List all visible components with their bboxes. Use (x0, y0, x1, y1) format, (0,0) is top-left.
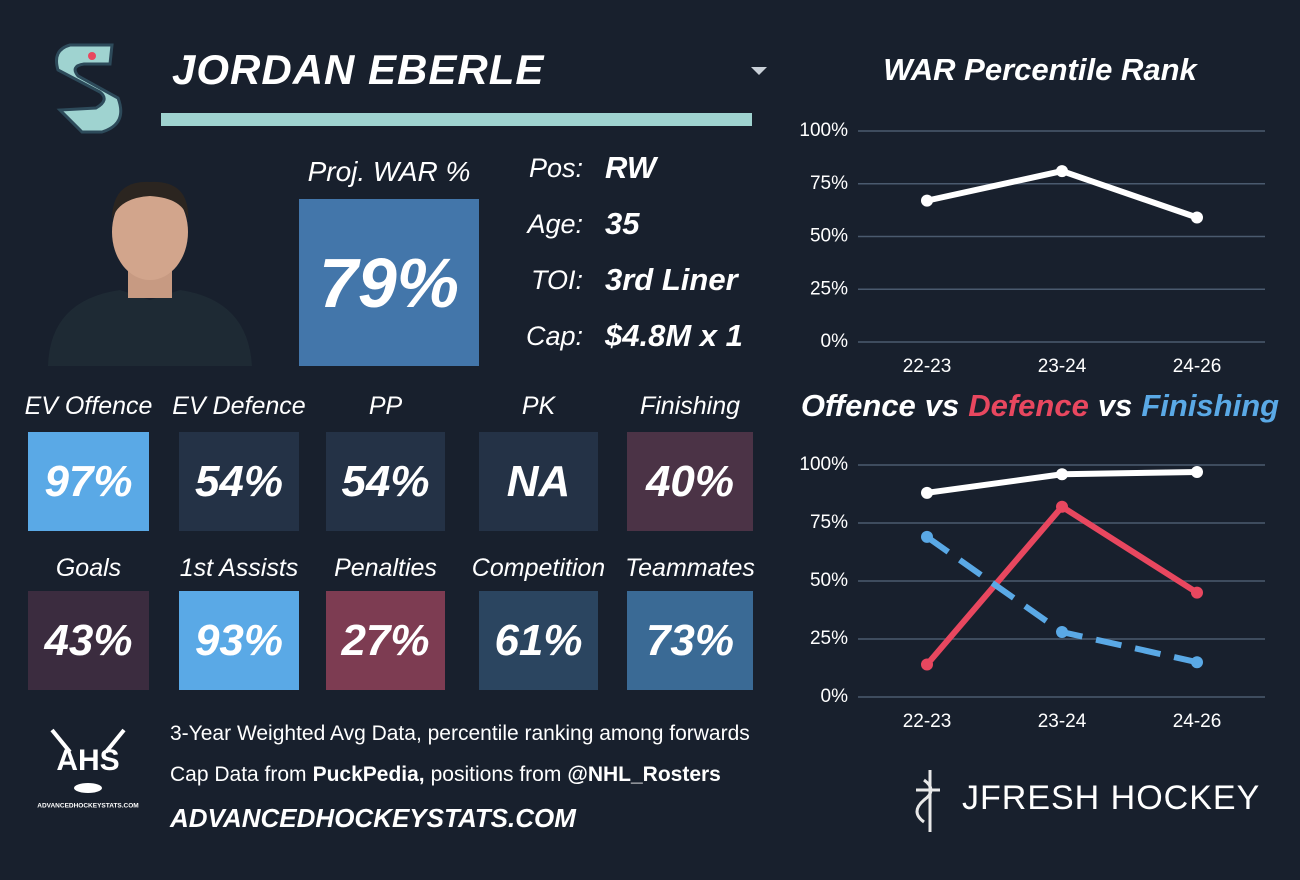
tile-label: Teammates (625, 554, 755, 582)
point (1056, 626, 1068, 639)
y-tick-label: 100% (799, 454, 848, 475)
y-tick-label: 0% (821, 331, 849, 352)
player-name: JORDAN EBERLE (172, 46, 545, 93)
y-tick-label: 50% (810, 570, 848, 591)
name-underline (161, 113, 752, 126)
line (926, 168, 1198, 221)
tile-label: Competition (471, 554, 606, 582)
y-tick-label: 25% (810, 628, 848, 649)
y-tick-label: 25% (810, 278, 848, 299)
line (925, 534, 1198, 666)
dropdown-arrow[interactable] (751, 67, 767, 75)
x-tick-label: 24-26 (1173, 711, 1222, 732)
info-label: TOI: (530, 265, 583, 295)
point (921, 530, 933, 543)
point (1056, 165, 1068, 178)
footer-text: positions from (430, 763, 562, 786)
point (921, 658, 933, 671)
brand-text: JFRESH HOCKEY (962, 779, 1260, 817)
y-tick-label: 75% (810, 512, 848, 533)
x-tick-label: 23-24 (1038, 711, 1087, 732)
stat-tile: 93% (179, 591, 299, 690)
tile-label: PP (368, 392, 403, 420)
tile-label: EV Defence (172, 392, 306, 420)
stat-tile: 54% (326, 432, 445, 531)
x-tick-label: 24-26 (1173, 356, 1222, 377)
tile-label: 1st Assists (179, 554, 299, 582)
footer-text: Cap Data from (170, 763, 307, 786)
footer-link[interactable]: PuckPedia, (312, 763, 425, 786)
stat-tile: 43% (28, 591, 149, 690)
stat-tile: 54% (179, 432, 299, 531)
point (921, 486, 933, 499)
title-word: Offence (801, 388, 916, 423)
player-photo (48, 181, 252, 366)
point (1056, 468, 1068, 481)
stat-tile: 97% (28, 432, 149, 531)
info-label: Age: (527, 209, 583, 239)
y-tick-label: 0% (821, 686, 849, 707)
point (1191, 211, 1203, 224)
ahs-sub: ADVANCEDHOCKEYSTATS.COM (37, 803, 138, 810)
footer-link[interactable]: @NHL_Rosters (567, 763, 721, 786)
info-label: Cap: (525, 321, 583, 351)
chart-title: Offence vs Defence vs Finishing (801, 388, 1279, 423)
title-word: vs (925, 388, 959, 423)
y-tick-label: 75% (810, 173, 848, 194)
point (921, 194, 933, 207)
x-tick-label: 22-23 (903, 711, 952, 732)
ahs-logo: AHS ADVANCEDHOCKEYSTATS.COM (37, 728, 139, 810)
point (1191, 586, 1203, 599)
point (1191, 656, 1203, 669)
proj-war-label: Proj. WAR % (307, 156, 471, 187)
y-tick-label: 50% (810, 226, 848, 247)
x-tick-label: 23-24 (1038, 356, 1087, 377)
brand-logo: JFRESH HOCKEY (915, 770, 1260, 832)
line (924, 503, 1199, 667)
point (1191, 465, 1203, 478)
tile-label: Finishing (639, 392, 741, 420)
team-logo (55, 43, 123, 134)
info-value: RW (605, 150, 657, 185)
stat-tile: 27% (326, 591, 445, 690)
stat-tile: 73% (627, 591, 753, 690)
stat-tile: 40% (627, 432, 753, 531)
point (1056, 500, 1068, 513)
title-word: Defence (968, 388, 1089, 423)
tile-label: Goals (55, 554, 122, 582)
chart-title: WAR Percentile Rank (883, 52, 1198, 87)
stat-tile: 61% (479, 591, 598, 690)
info-value: $4.8M x 1 (605, 318, 743, 353)
info-value: 35 (605, 206, 640, 241)
proj-war-tile: 79% (299, 199, 479, 366)
y-tick-label: 100% (799, 120, 848, 141)
info-label: Pos: (528, 153, 583, 183)
footer-website[interactable]: ADVANCEDHOCKEYSTATS.COM (170, 803, 576, 833)
x-tick-label: 22-23 (903, 356, 952, 377)
title-word: vs (1098, 388, 1132, 423)
info-value: 3rd Liner (605, 262, 738, 297)
tile-label: PK (521, 392, 556, 420)
tile-label: Penalties (334, 554, 437, 582)
footer-source: Cap Data from PuckPedia, positions from @NH… (170, 763, 727, 787)
title-word: Finishing (1141, 388, 1279, 423)
stat-tile: NA (479, 432, 598, 531)
tile-label: EV Offence (24, 392, 153, 420)
ahs-text: AHS (56, 744, 119, 777)
footer-note: 3-Year Weighted Avg Data, percentile ran… (170, 722, 750, 745)
